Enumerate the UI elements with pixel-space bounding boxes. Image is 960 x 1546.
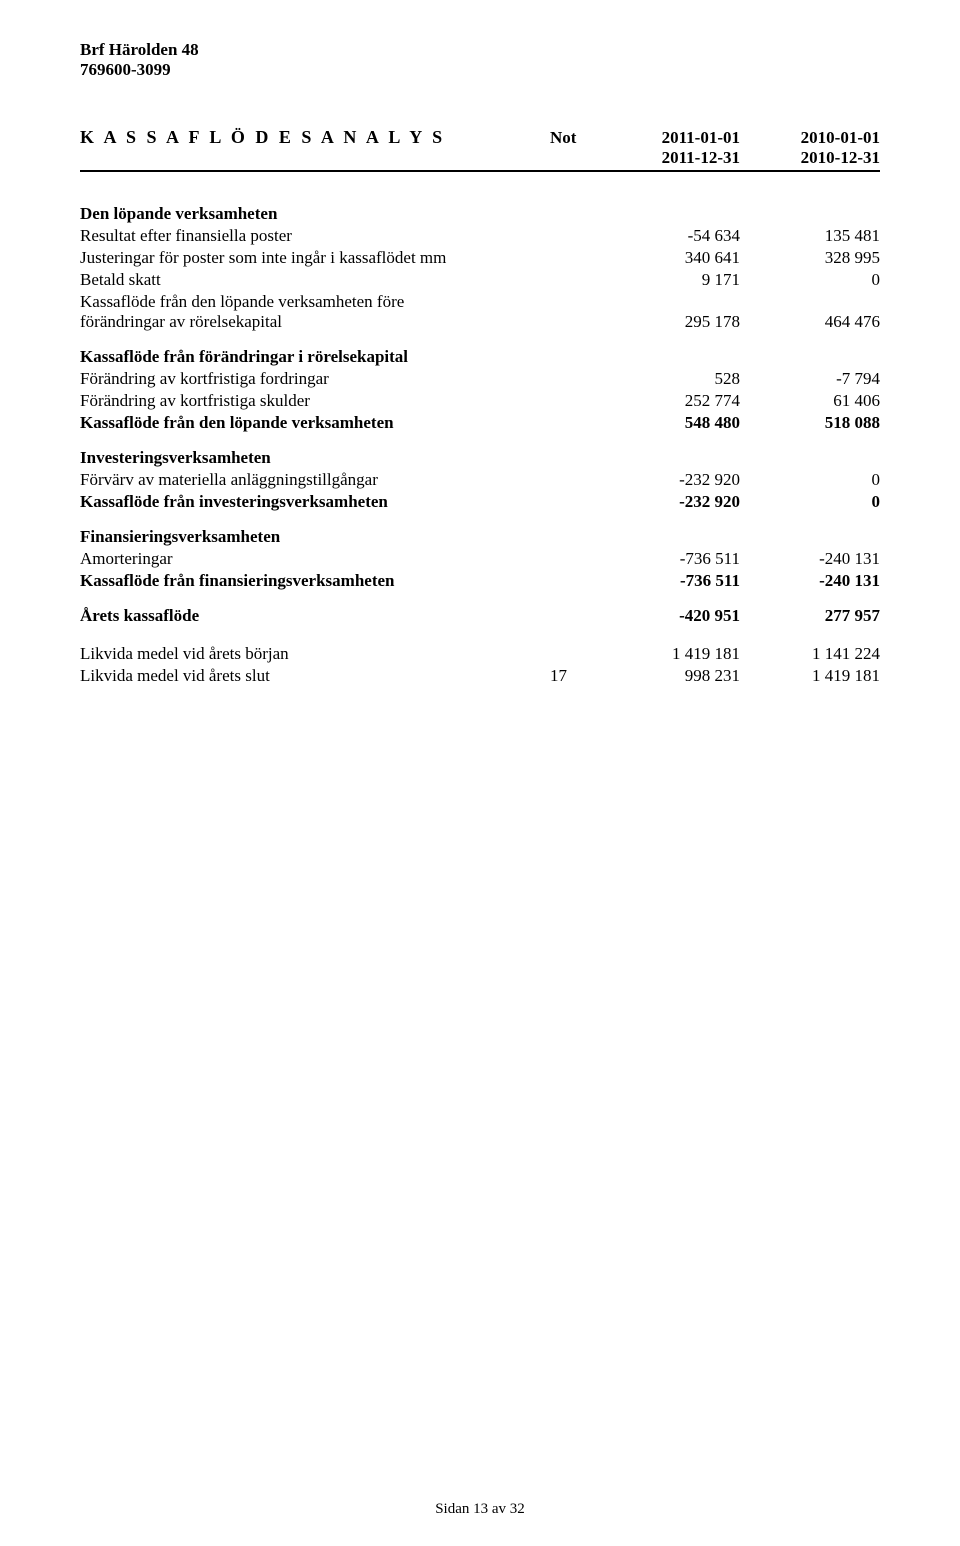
org-name: Brf Härolden 48 [80,40,880,60]
row-amount-1: 1 419 181 [600,643,740,665]
period2-top: 2010-01-01 [801,128,880,147]
row-note [550,548,600,570]
table-row: Justeringar för poster som inte ingår i … [80,247,880,269]
row-amount-2: 1 141 224 [740,643,880,665]
row-amount-1: -232 920 [600,469,740,491]
period2-bot: 2010-12-31 [801,148,880,167]
org-id: 769600-3099 [80,60,880,80]
row-amount-1: 998 231 [600,665,740,687]
table-row: Resultat efter finansiella poster -54 63… [80,225,880,247]
row-label: Förändring av kortfristiga fordringar [80,368,550,390]
table-row: Förändring av kortfristiga fordringar 52… [80,368,880,390]
period1-top: 2011-01-01 [662,128,740,147]
subtotal-line2: förändringar av rörelsekapital [80,312,282,331]
row-amount-2: 464 476 [740,291,880,333]
row-note [550,592,600,627]
table-row: Kassaflöde från den löpande verksamheten… [80,291,880,333]
row-amount-1: 252 774 [600,390,740,412]
row-label: Justeringar för poster som inte ingår i … [80,247,550,269]
row-label: Resultat efter finansiella poster [80,225,550,247]
spacer [80,627,880,643]
row-amount-2: -240 131 [740,570,880,592]
row-amount-2: -240 131 [740,548,880,570]
table-row: Betald skatt 9 171 0 [80,269,880,291]
row-label: Betald skatt [80,269,550,291]
row-amount-1: -736 511 [600,570,740,592]
total-label: Kassaflöde från finansieringsverksamhete… [80,570,550,592]
title-bar: K A S S A F L Ö D E S A N A L Y S Not 20… [80,108,880,172]
table-row-total: Kassaflöde från investeringsverksamheten… [80,491,880,513]
row-amount-1: 9 171 [600,269,740,291]
table-row-year-cashflow: Årets kassaflöde -420 951 277 957 [80,592,880,627]
row-note [550,390,600,412]
row-amount-2: 277 957 [740,592,880,627]
col-period-1: 2011-01-01 2011-12-31 [600,128,740,168]
row-label: Förvärv av materiella anläggningstillgån… [80,469,550,491]
row-amount-2: 518 088 [740,412,880,434]
row-amount-2: 0 [740,491,880,513]
row-amount-1: -232 920 [600,491,740,513]
row-label: Likvida medel vid årets början [80,643,550,665]
row-amount-1: 528 [600,368,740,390]
row-amount-1: 340 641 [600,247,740,269]
total-label: Kassaflöde från den löpande verksamheten [80,412,550,434]
row-note: 17 [550,665,600,687]
row-amount-2: 61 406 [740,390,880,412]
row-amount-2: 0 [740,269,880,291]
row-amount-1: -420 951 [600,592,740,627]
col-note: Not [550,108,600,148]
note-label: Not [550,128,600,148]
row-note [550,225,600,247]
col-period-2: 2010-01-01 2010-12-31 [740,128,880,168]
section-heading-operating: Den löpande verksamheten [80,190,880,225]
section-heading-wc: Kassaflöde från förändringar i rörelseka… [80,333,880,368]
row-amount-2: 328 995 [740,247,880,269]
subtotal-line1: Kassaflöde från den löpande verksamheten… [80,292,404,311]
table-row: Likvida medel vid årets början 1 419 181… [80,643,880,665]
row-note [550,570,600,592]
row-label: Förändring av kortfristiga skulder [80,390,550,412]
row-note [550,291,600,333]
row-note [550,412,600,434]
row-note [550,368,600,390]
row-note [550,269,600,291]
page: Brf Härolden 48 769600-3099 K A S S A F … [0,0,960,1546]
cashflow-table: Den löpande verksamheten Resultat efter … [80,190,880,687]
row-note [550,247,600,269]
year-cf-label: Årets kassaflöde [80,592,550,627]
row-label: Likvida medel vid årets slut [80,665,550,687]
section-heading-investing: Investeringsverksamheten [80,434,880,469]
table-row: Förvärv av materiella anläggningstillgån… [80,469,880,491]
period1-bot: 2011-12-31 [662,148,740,167]
row-label: Amorteringar [80,548,550,570]
section-heading-financing: Finansieringsverksamheten [80,513,880,548]
subtotal-label: Kassaflöde från den löpande verksamheten… [80,291,550,333]
row-amount-2: -7 794 [740,368,880,390]
row-amount-2: 1 419 181 [740,665,880,687]
row-amount-1: -736 511 [600,548,740,570]
table-row-total: Kassaflöde från finansieringsverksamhete… [80,570,880,592]
row-note [550,469,600,491]
page-footer: Sidan 13 av 32 [0,1501,960,1518]
analysis-title: K A S S A F L Ö D E S A N A L Y S [80,127,550,148]
table-row-total: Kassaflöde från den löpande verksamheten… [80,412,880,434]
document-header: Brf Härolden 48 769600-3099 [80,40,880,80]
total-label: Kassaflöde från investeringsverksamheten [80,491,550,513]
table-row: Likvida medel vid årets slut 17 998 231 … [80,665,880,687]
row-amount-1: 295 178 [600,291,740,333]
row-note [550,643,600,665]
row-amount-1: 548 480 [600,412,740,434]
row-amount-2: 135 481 [740,225,880,247]
row-amount-1: -54 634 [600,225,740,247]
row-amount-2: 0 [740,469,880,491]
row-note [550,491,600,513]
table-row: Förändring av kortfristiga skulder 252 7… [80,390,880,412]
table-row: Amorteringar -736 511 -240 131 [80,548,880,570]
